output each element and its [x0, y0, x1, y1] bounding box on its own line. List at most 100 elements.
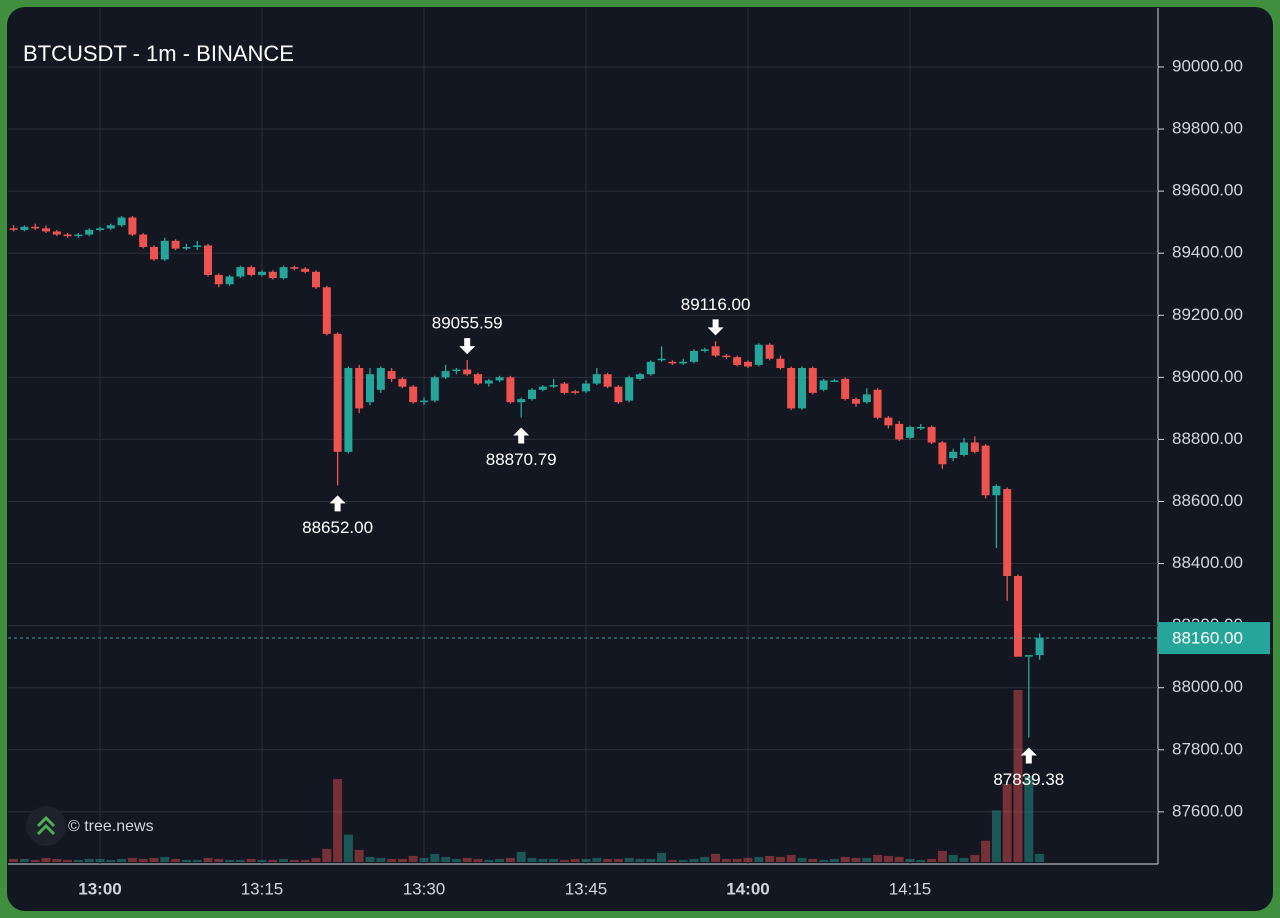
candle-body — [290, 267, 299, 269]
volume-bar — [117, 858, 127, 862]
candle-body — [938, 442, 947, 465]
candle-body — [506, 377, 515, 403]
volume-bar — [9, 858, 19, 862]
candle-body — [204, 245, 212, 275]
candle-body — [430, 377, 439, 401]
volume-bar — [732, 858, 742, 862]
candle-body — [117, 217, 126, 226]
candle-body — [711, 346, 720, 356]
last-price-label: 88160.00 — [1172, 629, 1243, 648]
volume-bar — [570, 858, 580, 862]
candle-body — [765, 344, 774, 359]
annotation-arrow — [707, 319, 724, 336]
candle-body — [992, 485, 1001, 496]
volume-bar — [354, 849, 364, 862]
volume-bar — [30, 859, 40, 862]
candle-body — [517, 399, 526, 403]
candle-body — [646, 361, 655, 375]
y-tick-label: 88800.00 — [1172, 429, 1243, 448]
volume-bar — [667, 859, 677, 862]
volume — [9, 690, 1045, 862]
volume-bar — [495, 858, 505, 862]
volume-bar — [559, 859, 569, 862]
candle-body — [668, 361, 677, 364]
annotation-arrow — [513, 427, 530, 444]
volume-bar — [797, 857, 807, 862]
volume-bar — [376, 857, 386, 862]
volume-bar — [808, 858, 818, 862]
annotation-label: 88652.00 — [302, 518, 373, 537]
candle-body — [1003, 489, 1012, 576]
volume-bar — [19, 858, 29, 862]
candle-body — [312, 271, 320, 288]
volume-bar — [106, 859, 116, 862]
x-tick-label: 13:30 — [403, 879, 446, 898]
volume-bar — [603, 858, 613, 862]
volume-bar — [786, 854, 796, 862]
candle-body — [592, 374, 601, 384]
volume-bar — [300, 859, 310, 862]
volume-bar — [181, 859, 191, 862]
x-tick-label: 13:15 — [241, 879, 284, 898]
volume-bar — [624, 857, 634, 862]
candle-body — [85, 229, 94, 235]
volume-bar — [322, 848, 332, 862]
candle-body — [182, 246, 191, 249]
candle-body — [258, 271, 266, 275]
annotation-arrow — [459, 338, 476, 355]
volume-bar — [743, 857, 753, 862]
volume-bar — [408, 855, 418, 862]
candle-body — [614, 386, 623, 403]
volume-bar — [916, 859, 926, 862]
volume-bar — [581, 858, 591, 862]
candle-body — [754, 344, 763, 365]
candle-body — [625, 377, 634, 401]
candle-body — [528, 389, 536, 400]
y-tick-label: 89200.00 — [1172, 305, 1243, 324]
candle-body — [960, 442, 968, 455]
volume-bar — [765, 855, 775, 862]
volume-bar — [387, 858, 397, 862]
volume-bar — [516, 851, 526, 862]
candle-body — [1014, 575, 1022, 657]
volume-bar — [527, 857, 537, 862]
volume-bar — [73, 859, 83, 862]
candle-body — [484, 380, 493, 384]
candle-body — [1024, 655, 1033, 657]
volume-bar — [484, 859, 494, 862]
candle-body — [96, 228, 104, 230]
annotation-arrow — [329, 495, 346, 512]
candle-body — [571, 391, 580, 393]
candle-body — [301, 268, 310, 272]
candle-body — [636, 374, 644, 379]
y-tick-label: 90000.00 — [1172, 56, 1243, 75]
candle-body — [452, 369, 461, 372]
volume-bar — [927, 858, 937, 862]
candle-body — [236, 267, 245, 277]
candle-body — [106, 225, 115, 229]
candle-body — [538, 386, 547, 390]
annotation-label: 89116.00 — [681, 295, 751, 314]
y-tick-label: 88000.00 — [1172, 677, 1243, 696]
candle-body — [52, 231, 61, 235]
y-tick-label: 89800.00 — [1172, 119, 1243, 138]
x-tick-label: 13:00 — [78, 879, 121, 898]
volume-bar — [192, 859, 202, 862]
candles — [9, 215, 1044, 738]
candle-body — [409, 386, 418, 403]
volume-bar — [311, 857, 321, 862]
volume-bar — [419, 857, 429, 862]
volume-bar — [635, 858, 645, 862]
candle-body — [225, 276, 234, 285]
chart-title: BTCUSDT - 1m - BINANCE — [23, 41, 294, 66]
volume-bar — [775, 856, 785, 862]
candle-body — [927, 426, 936, 443]
candle-body — [700, 349, 709, 351]
candle-body — [128, 217, 137, 235]
volume-bar — [959, 857, 969, 862]
candle-body — [830, 380, 839, 382]
volume-bar — [970, 854, 980, 862]
volume-bar — [948, 854, 958, 862]
candle-body — [160, 240, 169, 260]
